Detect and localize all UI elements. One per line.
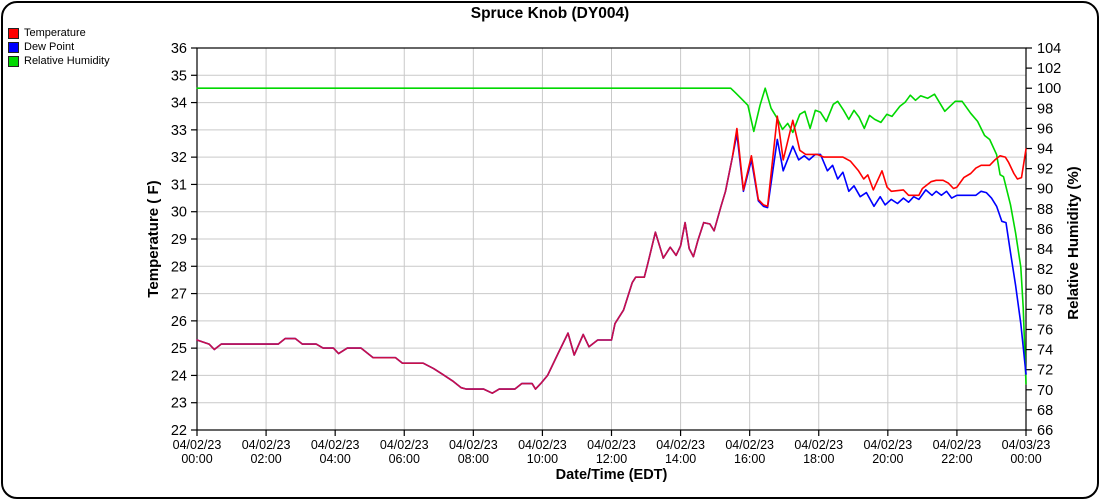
- legend-item-label: Dew Point: [24, 41, 75, 53]
- y-left-tick-label: 25: [171, 341, 187, 357]
- x-tick-date-label: 04/02/23: [173, 438, 222, 452]
- x-tick-date-label: 04/02/23: [380, 438, 429, 452]
- y-left-tick-label: 24: [171, 368, 187, 384]
- x-tick-date-label: 04/03/23: [1002, 438, 1051, 452]
- y-right-tick-label: 66: [1037, 423, 1053, 439]
- gridlines: [197, 48, 1026, 430]
- y-right-tick-label: 82: [1037, 262, 1053, 278]
- y-axis-left-title: Temperature ( F): [145, 180, 162, 297]
- dew-point-swatch-icon: [8, 41, 19, 53]
- x-tick-date-label: 04/02/23: [587, 438, 636, 452]
- y-right-tick-label: 96: [1037, 121, 1053, 137]
- y-left-tick-label: 34: [171, 96, 187, 112]
- y-left-tick-label: 30: [171, 205, 187, 221]
- y-left-tick-label: 27: [171, 287, 187, 303]
- y-left-tick-label: 32: [171, 150, 187, 166]
- x-tick-date-label: 04/02/23: [656, 438, 705, 452]
- x-tick-time-label: 20:00: [872, 452, 903, 466]
- x-tick-date-label: 04/02/23: [725, 438, 774, 452]
- x-tick-date-label: 04/02/23: [863, 438, 912, 452]
- y-right-tick-label: 80: [1037, 282, 1053, 298]
- x-tick-time-label: 02:00: [250, 452, 281, 466]
- relative-humidity-swatch-icon: [8, 55, 19, 67]
- legend-item-dew-point: Dew Point: [8, 40, 110, 54]
- temperature-dewpoint-overlap-line: [196, 156, 734, 394]
- y-right-tick-label: 104: [1037, 41, 1061, 57]
- y-right-tick-label: 100: [1037, 81, 1061, 97]
- x-tick-time-label: 00:00: [1010, 452, 1041, 466]
- x-tick-date-label: 04/02/23: [794, 438, 843, 452]
- y-right-tick-label: 94: [1037, 142, 1053, 158]
- legend: Temperature Dew Point Relative Humidity: [8, 26, 110, 68]
- x-tick-date-label: 04/02/23: [242, 438, 291, 452]
- x-axis-title: Date/Time (EDT): [556, 467, 668, 483]
- data-series-lines: [196, 87, 1027, 394]
- y-right-tick-label: 72: [1037, 363, 1053, 379]
- y-right-tick-label: 68: [1037, 403, 1053, 419]
- y-right-tick-label: 92: [1037, 162, 1053, 178]
- relative-humidity-line: [196, 87, 1027, 385]
- y-left-tick-label: 31: [171, 177, 187, 193]
- y-right-tick-label: 76: [1037, 322, 1053, 338]
- y-right-tick-label: 70: [1037, 383, 1053, 399]
- y-left-tick-label: 29: [171, 232, 187, 248]
- axes: [191, 47, 1032, 436]
- y-left-tick-label: 26: [171, 314, 187, 330]
- y-right-tick-label: 84: [1037, 242, 1053, 258]
- x-tick-time-label: 16:00: [734, 452, 765, 466]
- x-tick-time-label: 10:00: [527, 452, 558, 466]
- legend-item-relative-humidity: Relative Humidity: [8, 54, 110, 68]
- x-tick-time-label: 12:00: [596, 452, 627, 466]
- temperature-swatch-icon: [8, 27, 19, 39]
- y-left-tick-label: 35: [171, 68, 187, 84]
- tick-labels: 22 23 24 25 26 27 28 29 30 31 32 33 34 35 36 66 68 70 72 74…: [171, 41, 1061, 466]
- y-right-tick-label: 102: [1037, 61, 1061, 77]
- x-tick-time-label: 00:00: [181, 452, 212, 466]
- legend-item-label: Relative Humidity: [24, 55, 110, 67]
- y-axis-right-title: Relative Humidity (%): [1065, 166, 1082, 319]
- y-right-tick-label: 98: [1037, 101, 1053, 117]
- x-tick-time-label: 18:00: [803, 452, 834, 466]
- x-tick-time-label: 08:00: [458, 452, 489, 466]
- y-right-tick-label: 86: [1037, 222, 1053, 238]
- legend-item-label: Temperature: [24, 27, 86, 39]
- y-left-tick-label: 23: [171, 396, 187, 412]
- y-right-tick-label: 88: [1037, 202, 1053, 218]
- y-left-tick-label: 28: [171, 259, 187, 275]
- x-tick-date-label: 04/02/23: [518, 438, 567, 452]
- y-left-tick-label: 33: [171, 123, 187, 139]
- x-tick-time-label: 22:00: [941, 452, 972, 466]
- x-tick-time-label: 14:00: [665, 452, 696, 466]
- x-tick-time-label: 06:00: [389, 452, 420, 466]
- x-tick-date-label: 04/02/23: [449, 438, 498, 452]
- legend-item-temperature: Temperature: [8, 26, 110, 40]
- y-right-tick-label: 90: [1037, 182, 1053, 198]
- chart-title: Spruce Knob (DY004): [470, 5, 630, 22]
- y-left-tick-label: 36: [171, 41, 187, 57]
- y-left-tick-label: 22: [171, 423, 187, 439]
- y-right-tick-label: 74: [1037, 343, 1053, 359]
- temperature-line: [731, 115, 1027, 208]
- x-tick-time-label: 04:00: [320, 452, 351, 466]
- x-tick-date-label: 04/02/23: [311, 438, 360, 452]
- y-right-tick-label: 78: [1037, 302, 1053, 318]
- x-tick-date-label: 04/02/23: [933, 438, 982, 452]
